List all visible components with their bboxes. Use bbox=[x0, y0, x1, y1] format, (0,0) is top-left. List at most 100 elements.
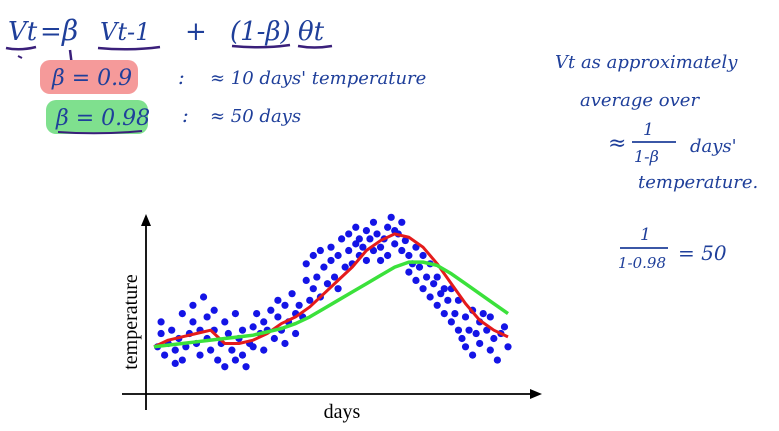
x-axis-arrow-icon bbox=[530, 389, 542, 399]
scatter-point bbox=[415, 263, 424, 271]
scatter-point bbox=[260, 318, 268, 326]
ema-lines bbox=[153, 232, 510, 349]
scatter-point bbox=[444, 296, 452, 304]
scatter-point bbox=[231, 310, 240, 318]
scatter-point bbox=[302, 276, 310, 284]
scatter-point bbox=[486, 313, 494, 321]
calc: 1 1-0.98 = 50 bbox=[618, 225, 727, 272]
scatter-point bbox=[461, 343, 470, 351]
scatter-point bbox=[249, 323, 257, 331]
scatter-point bbox=[292, 329, 300, 338]
scatter-point bbox=[376, 243, 385, 251]
scatter-point bbox=[387, 213, 395, 221]
scatter-point bbox=[306, 296, 314, 304]
scatter-point bbox=[249, 343, 257, 351]
right-note: Vt as approximately average over ≈ 1 1-β… bbox=[555, 52, 758, 193]
scatter-point bbox=[157, 318, 165, 326]
beta-098-label: β = 0.98 bbox=[55, 106, 150, 131]
scatter-point bbox=[376, 256, 385, 265]
beta-09-meaning: ≈ 10 days' temperature bbox=[210, 68, 426, 89]
scatter-point bbox=[366, 235, 374, 243]
formula-vt: Vt bbox=[8, 17, 38, 47]
scatter-point bbox=[422, 273, 431, 281]
scatter-point bbox=[419, 285, 427, 293]
scatter-point bbox=[171, 359, 179, 367]
scatter-point bbox=[433, 273, 441, 281]
scatter-point bbox=[401, 236, 409, 245]
scatter-point bbox=[309, 285, 317, 293]
scatter-point bbox=[274, 313, 282, 321]
scatter-point bbox=[398, 218, 406, 226]
underline-one-minus-beta bbox=[231, 43, 291, 49]
scatter-point bbox=[210, 306, 218, 314]
scatter-point bbox=[412, 243, 420, 251]
right-note-approx: ≈ bbox=[608, 131, 626, 156]
scatter-point bbox=[334, 285, 342, 293]
scatter-point bbox=[203, 313, 211, 321]
scatter-point bbox=[440, 285, 448, 293]
beta-09-label: β = 0.9 bbox=[51, 66, 132, 91]
scatter-point bbox=[483, 326, 491, 334]
scatter-point bbox=[330, 273, 339, 281]
scatter-point bbox=[412, 276, 420, 284]
scatter-point bbox=[274, 296, 282, 304]
scatter-points bbox=[153, 213, 512, 371]
right-note-frac-den: 1-β bbox=[634, 147, 659, 166]
formula-theta-t: θt bbox=[298, 17, 325, 47]
scatter-point bbox=[433, 301, 441, 309]
scatter-point bbox=[345, 230, 353, 238]
scatter-point bbox=[461, 313, 470, 321]
underline-vt bbox=[5, 45, 37, 51]
scatter-point bbox=[490, 334, 498, 343]
scatter-point bbox=[419, 251, 427, 260]
y-axis-label: temperature bbox=[120, 274, 142, 370]
scatter-point bbox=[267, 306, 275, 314]
scatter-point bbox=[476, 339, 484, 348]
scatter-point bbox=[472, 329, 480, 338]
scatter-point bbox=[405, 251, 413, 260]
beta-098-highlight bbox=[46, 100, 148, 134]
scatter-point bbox=[189, 318, 197, 326]
scatter-point bbox=[405, 268, 413, 276]
scatter-point bbox=[384, 251, 392, 260]
scatter-point bbox=[373, 230, 381, 238]
scatter-point bbox=[221, 363, 229, 371]
scatter-point bbox=[359, 243, 367, 251]
tick-mark bbox=[17, 55, 23, 59]
scatter-point bbox=[157, 329, 165, 338]
scatter-point bbox=[281, 301, 289, 309]
calc-result: = 50 bbox=[678, 241, 727, 265]
scatter-point bbox=[168, 326, 176, 334]
scatter-point bbox=[302, 260, 310, 268]
right-note-line4: temperature. bbox=[638, 172, 758, 193]
scatter-point bbox=[207, 346, 215, 354]
scatter-point bbox=[440, 310, 448, 318]
scatter-point bbox=[355, 235, 363, 243]
right-note-line1: Vt as approximately bbox=[555, 52, 738, 73]
right-note-days: days' bbox=[690, 136, 737, 157]
scatter-point bbox=[369, 218, 378, 226]
scatter-point bbox=[430, 280, 438, 288]
scatter-point bbox=[238, 351, 247, 359]
scatter-point bbox=[327, 256, 335, 265]
scatter-point bbox=[426, 293, 434, 301]
beta-09-colon: : bbox=[178, 65, 185, 89]
scatter-point bbox=[295, 301, 303, 309]
scatter-point bbox=[458, 334, 466, 343]
right-note-line2: average over bbox=[580, 90, 700, 111]
scatter-point bbox=[500, 323, 509, 331]
scatter-point bbox=[221, 318, 229, 326]
scatter-point bbox=[338, 235, 346, 243]
scatter-point bbox=[341, 263, 349, 271]
calc-den: 1-0.98 bbox=[618, 254, 666, 272]
y-axis-arrow-icon bbox=[141, 214, 151, 226]
scatter-point bbox=[161, 351, 169, 359]
scatter-point bbox=[288, 290, 296, 298]
scatter-point bbox=[465, 326, 473, 334]
scatter-point bbox=[362, 227, 370, 235]
scatter-point bbox=[493, 356, 501, 364]
scatter-point bbox=[352, 240, 360, 248]
underline-beta-098 bbox=[57, 130, 143, 135]
scatter-point bbox=[316, 246, 324, 255]
